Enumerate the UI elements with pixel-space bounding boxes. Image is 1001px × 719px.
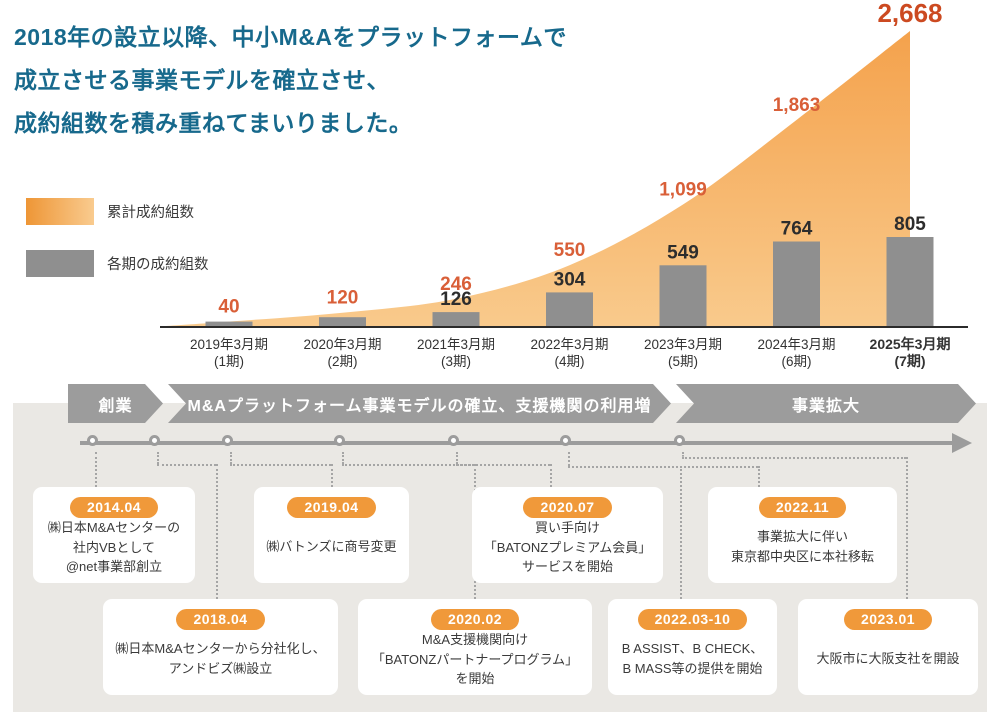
cumulative-value-label: 550 bbox=[554, 240, 586, 261]
timeline-connector bbox=[456, 464, 550, 466]
event-description: B ASSIST、B CHECK、 B MASS等の提供を開始 bbox=[621, 641, 764, 676]
timeline-dot bbox=[448, 435, 459, 446]
timeline-connector bbox=[456, 452, 458, 464]
bar-value-label: 805 bbox=[894, 214, 926, 235]
event-description: ㈱日本M&Aセンターから分社化し、 アンドビズ㈱設立 bbox=[115, 641, 326, 676]
timeline-event-card: 2020.02 M&A支援機関向け 「BATONZパートナープログラム」 を開始 bbox=[358, 599, 592, 695]
timeline-connector bbox=[157, 452, 159, 464]
timeline-connector bbox=[216, 464, 218, 599]
period-bar bbox=[659, 265, 707, 326]
period-bar bbox=[773, 241, 820, 326]
legend-item-period: 各期の成約組数 bbox=[26, 250, 209, 277]
period-bar bbox=[432, 312, 480, 326]
event-description: ㈱バトンズに商号変更 bbox=[266, 538, 397, 554]
x-axis-label: 2024年3月期 (6期) bbox=[757, 337, 836, 369]
timeline-connector bbox=[342, 452, 344, 464]
x-axis-label: 2022年3月期 (4期) bbox=[530, 337, 609, 369]
legend-item-cumulative: 累計成約組数 bbox=[26, 198, 194, 225]
timeline-axis bbox=[80, 441, 958, 445]
event-description: ㈱日本M&Aセンターの 社内VBとして @net事業部創立 bbox=[47, 520, 181, 574]
timeline-connector bbox=[342, 464, 474, 466]
phase-label: M&Aプラットフォーム事業モデルの確立、支援機関の利用増 bbox=[187, 397, 652, 415]
phase-band-platform: M&Aプラットフォーム事業モデルの確立、支援機関の利用増 bbox=[168, 384, 671, 423]
period-bar bbox=[546, 292, 593, 326]
event-date-badge: 2020.07 bbox=[523, 497, 612, 518]
cumulative-value-label: 40 bbox=[218, 297, 239, 318]
event-date-badge: 2022.03-10 bbox=[637, 609, 748, 630]
timeline-connector bbox=[95, 452, 97, 487]
event-date-badge: 2023.01 bbox=[843, 609, 933, 630]
timeline-dot bbox=[334, 435, 345, 446]
cumulative-value-label: 120 bbox=[327, 288, 359, 309]
period-swatch-icon bbox=[26, 250, 94, 277]
timeline-connector bbox=[682, 457, 906, 459]
phase-band-founding: 創業 bbox=[68, 384, 163, 423]
timeline-arrowhead-icon bbox=[952, 433, 972, 453]
timeline-connector bbox=[568, 466, 758, 468]
event-description: 買い手向け 「BATONZプレミアム会員」 サービスを開始 bbox=[483, 520, 652, 574]
timeline-event-card: 2020.07 買い手向け 「BATONZプレミアム会員」 サービスを開始 bbox=[472, 487, 663, 583]
event-description: 大阪市に大阪支社を開設 bbox=[816, 650, 960, 666]
bar-value-label: 304 bbox=[554, 269, 586, 290]
bar-value-label: 549 bbox=[667, 242, 699, 263]
bar-value-label: 764 bbox=[781, 219, 813, 240]
legend-label-cumulative: 累計成約組数 bbox=[107, 205, 194, 221]
cumulative-swatch-icon bbox=[26, 198, 94, 225]
x-axis-label: 2021年3月期 (3期) bbox=[416, 337, 496, 369]
timeline-event-card: 2022.11 事業拡大に伴い 東京都中央区に本社移転 bbox=[708, 487, 897, 583]
timeline-dot bbox=[149, 435, 160, 446]
timeline-connector bbox=[682, 452, 684, 457]
x-axis-labels: 2019年3月期 (1期) 2020年3月期 (2期) 2021年3月期 (3期) 2022… bbox=[189, 336, 951, 369]
title-line-1: 2018年の設立以降、中小M&Aをプラットフォームで bbox=[14, 24, 567, 50]
timeline-event-card: 2022.03-10 B ASSIST、B CHECK、 B MASS等の提供を開始 bbox=[608, 599, 777, 695]
phase-band-expansion: 事業拡大 bbox=[676, 384, 976, 423]
timeline-dot bbox=[560, 435, 571, 446]
timeline-connector bbox=[758, 466, 760, 487]
phase-label: 事業拡大 bbox=[791, 397, 860, 415]
timeline-connector bbox=[568, 452, 570, 466]
timeline-event-card: 2018.04 ㈱日本M&Aセンターから分社化し、 アンドビズ㈱設立 bbox=[103, 599, 338, 695]
timeline-connector bbox=[906, 457, 908, 599]
x-axis-line bbox=[160, 326, 968, 328]
event-description: 事業拡大に伴い 東京都中央区に本社移転 bbox=[730, 529, 874, 564]
period-bar bbox=[319, 317, 366, 326]
event-date-badge: 2019.04 bbox=[287, 497, 376, 518]
x-axis-label: 2020年3月期 (2期) bbox=[303, 337, 382, 369]
timeline-event-card: 2019.04 ㈱バトンズに商号変更 bbox=[254, 487, 409, 583]
event-date-badge: 2014.04 bbox=[69, 497, 159, 518]
timeline-dot bbox=[674, 435, 685, 446]
event-date-badge: 2018.04 bbox=[176, 609, 265, 630]
x-axis-label: 2023年3月期 (5期) bbox=[643, 337, 723, 369]
event-description: M&A支援機関向け 「BATONZパートナープログラム」 を開始 bbox=[371, 632, 579, 686]
event-date-badge: 2022.11 bbox=[758, 497, 847, 518]
timeline-dot bbox=[222, 435, 233, 446]
timeline-connector bbox=[550, 464, 552, 487]
cumulative-value-label: 2,668 bbox=[877, 0, 942, 28]
legend-label-period: 各期の成約組数 bbox=[107, 257, 209, 273]
event-date-badge: 2020.02 bbox=[430, 609, 520, 630]
x-axis-label: 2019年3月期 (1期) bbox=[189, 337, 269, 369]
title-line-2: 成立させる事業モデルを確立させ、 bbox=[14, 67, 390, 93]
cumulative-value-label: 246 bbox=[440, 274, 472, 295]
timeline-event-card: 2014.04 ㈱日本M&Aセンターの 社内VBとして @net事業部創立 bbox=[33, 487, 195, 583]
timeline-connector bbox=[230, 464, 331, 466]
deal-count-chart: 126 304 549 764 805 40 120 246 550 1,099 1,863 2,66… bbox=[160, 0, 968, 328]
period-bar bbox=[205, 321, 253, 326]
timeline-dot bbox=[87, 435, 98, 446]
timeline-connector bbox=[157, 464, 216, 466]
bar-value-label: 126 bbox=[440, 289, 472, 310]
timeline-connector bbox=[230, 452, 232, 464]
period-bar bbox=[886, 237, 934, 326]
cumulative-area-series bbox=[166, 31, 910, 326]
timeline-event-card: 2023.01 大阪市に大阪支社を開設 bbox=[798, 599, 978, 695]
cumulative-value-label: 1,099 bbox=[659, 180, 707, 201]
timeline-connector bbox=[331, 464, 333, 487]
page-title: 2018年の設立以降、中小M&Aをプラットフォームで 成立させる事業モデルを確立… bbox=[14, 16, 634, 145]
timeline-connector bbox=[680, 466, 682, 599]
x-axis-label: 2025年3月期 (7期) bbox=[869, 336, 951, 369]
phase-label: 創業 bbox=[98, 397, 133, 415]
cumulative-value-label: 1,863 bbox=[773, 95, 821, 116]
title-line-3: 成約組数を積み重ねてまいりました。 bbox=[14, 110, 413, 136]
